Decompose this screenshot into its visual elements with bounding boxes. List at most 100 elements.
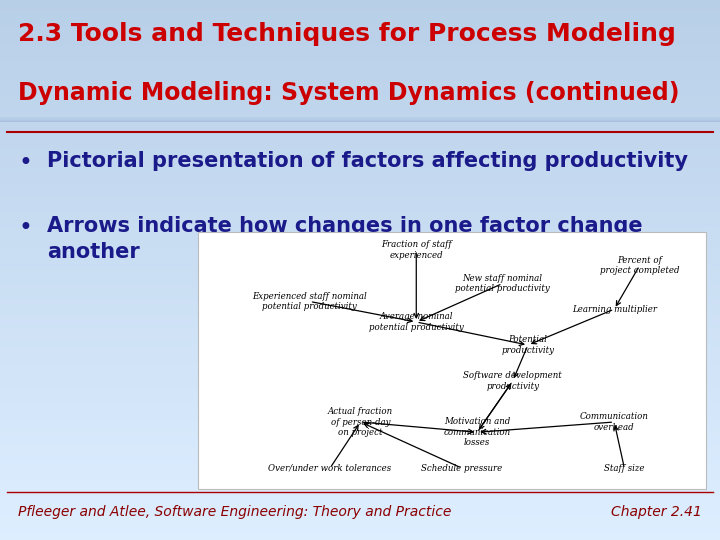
Bar	[0, 464, 720, 467]
Bar	[0, 505, 720, 508]
Bar	[0, 256, 720, 259]
Bar	[0, 117, 720, 119]
Text: Chapter 2.41: Chapter 2.41	[611, 505, 702, 519]
Bar	[0, 526, 720, 529]
Bar	[0, 148, 720, 151]
Bar	[0, 216, 720, 219]
Text: •: •	[18, 151, 32, 175]
Bar	[0, 118, 720, 120]
Bar	[0, 40, 720, 43]
Bar	[0, 118, 720, 120]
Bar	[0, 118, 720, 121]
Bar	[0, 151, 720, 154]
Bar	[0, 418, 720, 421]
Bar	[0, 378, 720, 381]
Bar	[0, 224, 720, 227]
Bar	[0, 313, 720, 316]
Bar	[0, 364, 720, 367]
Bar	[0, 119, 720, 122]
Bar	[0, 117, 720, 120]
Bar	[0, 19, 720, 22]
Bar	[0, 202, 720, 205]
Bar	[0, 118, 720, 120]
Bar	[0, 273, 720, 275]
Bar	[0, 94, 720, 97]
Bar	[0, 410, 720, 413]
Bar	[0, 211, 720, 213]
Bar	[0, 297, 720, 300]
Bar	[0, 335, 720, 338]
Bar	[0, 117, 720, 120]
Bar	[0, 494, 720, 497]
Bar	[0, 119, 720, 122]
Bar	[0, 118, 720, 120]
Bar	[0, 348, 720, 351]
Bar	[0, 117, 720, 119]
Bar	[0, 32, 720, 35]
Bar	[0, 119, 720, 121]
Bar	[0, 117, 720, 119]
Bar	[0, 84, 720, 86]
Bar	[0, 118, 720, 121]
Bar	[0, 278, 720, 281]
Bar	[0, 38, 720, 40]
Bar	[0, 332, 720, 335]
Bar	[0, 135, 720, 138]
Bar	[0, 165, 720, 167]
Bar	[0, 130, 720, 132]
Bar	[0, 189, 720, 192]
Bar	[0, 213, 720, 216]
Bar	[0, 5, 720, 8]
Bar	[0, 97, 720, 100]
Bar	[0, 46, 720, 49]
Bar	[0, 248, 720, 251]
Bar	[0, 456, 720, 459]
Bar	[0, 221, 720, 224]
Text: Potential
productivity: Potential productivity	[501, 335, 554, 355]
Bar	[0, 173, 720, 176]
Bar	[0, 437, 720, 440]
Bar	[0, 327, 720, 329]
Bar	[0, 119, 720, 121]
Bar	[0, 470, 720, 472]
Bar	[0, 118, 720, 120]
Bar	[0, 119, 720, 121]
Bar	[0, 122, 720, 124]
Bar	[0, 27, 720, 30]
Bar	[0, 119, 720, 122]
Bar	[0, 178, 720, 181]
Bar	[0, 59, 720, 62]
Bar	[0, 118, 720, 121]
Bar	[0, 359, 720, 362]
Bar	[0, 197, 720, 200]
Bar	[0, 294, 720, 297]
Bar	[0, 118, 720, 120]
Bar	[0, 373, 720, 375]
Bar	[0, 238, 720, 240]
Bar	[0, 440, 720, 443]
Bar	[0, 49, 720, 51]
Bar	[0, 132, 720, 135]
Bar	[0, 243, 720, 246]
Bar	[0, 117, 720, 120]
Bar	[0, 230, 720, 232]
Bar	[0, 446, 720, 448]
Bar	[0, 118, 720, 120]
Bar	[0, 386, 720, 389]
Bar	[0, 81, 720, 84]
Bar	[0, 397, 720, 400]
Bar	[0, 30, 720, 32]
Bar	[0, 159, 720, 162]
Bar	[0, 186, 720, 189]
Bar	[0, 86, 720, 89]
Bar	[0, 424, 720, 427]
Bar	[0, 454, 720, 456]
Bar	[0, 491, 720, 494]
Text: Pfleeger and Atlee, Software Engineering: Theory and Practice: Pfleeger and Atlee, Software Engineering…	[18, 505, 451, 519]
Bar	[0, 119, 720, 122]
Bar	[0, 140, 720, 143]
Bar	[0, 108, 720, 111]
Text: Staff size: Staff size	[604, 464, 644, 472]
Bar	[0, 292, 720, 294]
Bar	[0, 516, 720, 518]
